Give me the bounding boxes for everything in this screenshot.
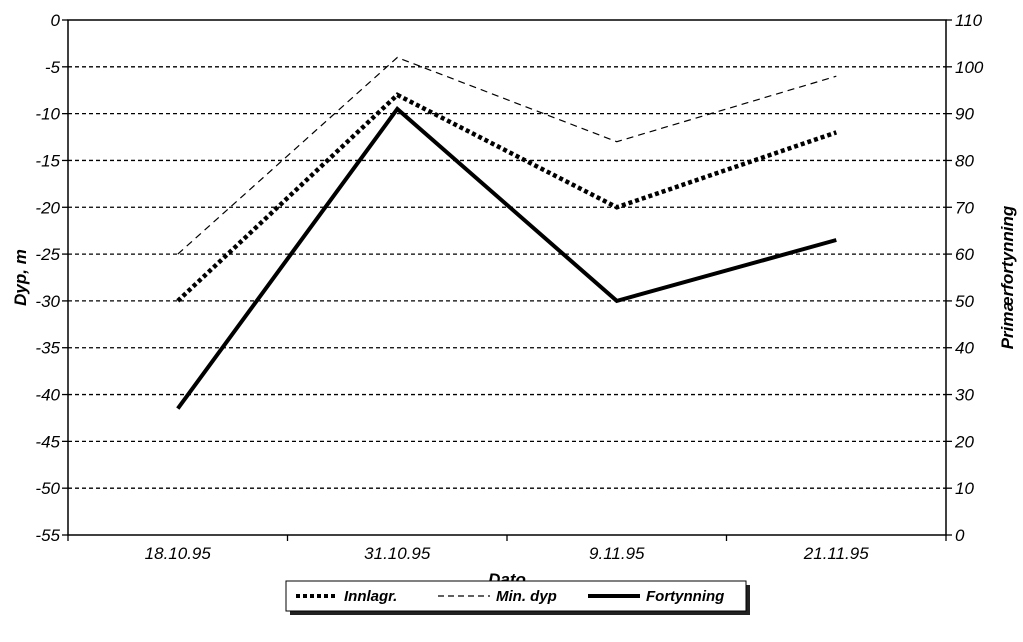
right-tick-label: 20 [954,432,974,451]
right-tick-label: 110 [955,11,983,30]
series-line-innlagr [176,92,838,303]
legend-box [285,580,747,612]
legend: Innlagr. Min. dyp Fortynning [285,580,750,615]
right-tick-label: 40 [955,339,974,358]
left-tick-label: -35 [35,339,60,358]
left-tick-label: 0 [51,11,61,30]
left-tick-label: -5 [45,58,61,77]
left-axis-ticks: 0 -5 -10 -15 -20 -25 -30 -35 -40 -45 -50 -55 [35,11,68,545]
legend-label-innlagr: Innlagr. [344,588,397,605]
series-line-min-dyp [177,56,837,255]
legend-label-fortynning: Fortynning [646,588,724,605]
x-tick-label: 31.10.95 [364,544,431,563]
right-tick-label: 0 [955,526,965,545]
right-tick-label: 90 [955,105,974,124]
series-lines [176,56,838,410]
gridlines [68,66,946,489]
x-tick-label: 18.10.95 [145,544,212,563]
right-tick-label: 80 [955,151,974,170]
legend-label-min-dyp: Min. dyp [496,588,557,605]
right-tick-label: 100 [955,58,984,77]
left-axis-title: Dyp, m [11,249,30,306]
right-tick-label: 50 [955,292,974,311]
x-axis-ticks: 18.10.95 31.10.95 9.11.95 21.11.95 [67,535,947,563]
right-axis-title: Primærfortynning [998,205,1017,349]
left-tick-label: -40 [35,386,60,405]
left-tick-label: -55 [35,526,60,545]
series-line-fortynning [176,106,837,410]
left-tick-label: -30 [35,292,60,311]
right-tick-label: 30 [955,386,974,405]
left-tick-label: -10 [35,105,60,124]
x-tick-label: 9.11.95 [589,544,645,563]
left-tick-label: -25 [35,245,60,264]
left-tick-label: -50 [35,479,60,498]
right-tick-label: 10 [955,479,974,498]
left-tick-label: -20 [35,198,60,217]
left-tick-label: -15 [35,151,60,170]
right-tick-label: 60 [955,245,974,264]
left-tick-label: -45 [35,432,60,451]
x-tick-label: 21.11.95 [803,544,869,563]
right-tick-label: 70 [955,198,974,217]
